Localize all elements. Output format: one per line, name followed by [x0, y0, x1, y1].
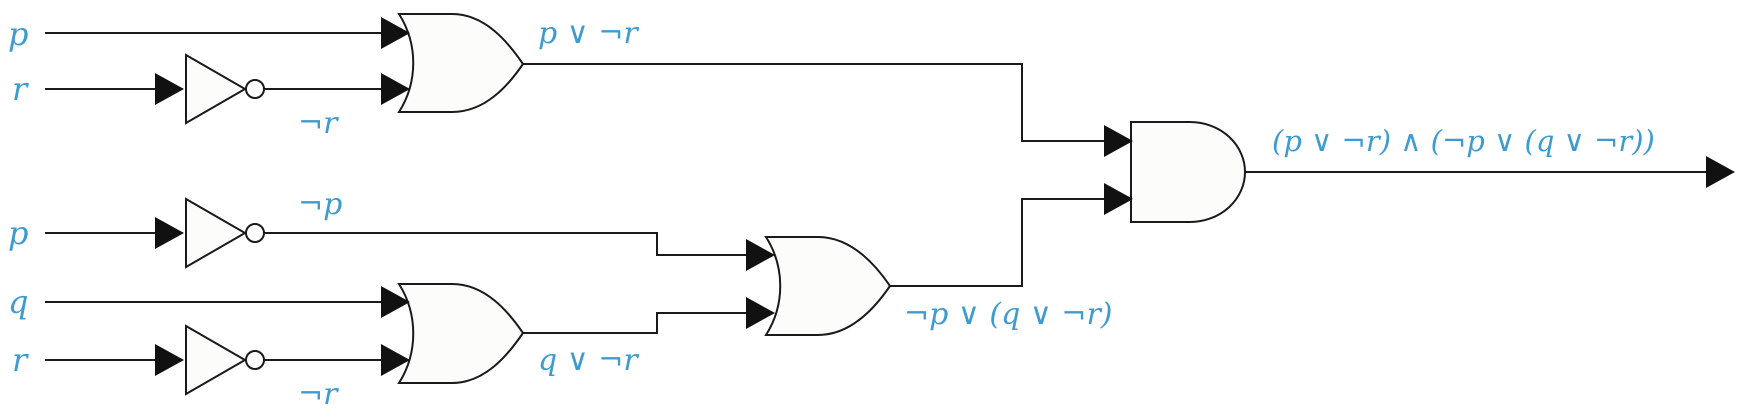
- not-bubble-r1: [245, 79, 265, 99]
- or-gate-top: [397, 13, 525, 113]
- gate-label-not-r2: ¬r: [298, 377, 339, 412]
- wire-or-top-to-and: [523, 63, 1110, 142]
- wire-not-p-to-or-middle: [264, 232, 748, 256]
- input-label-p1: p: [8, 15, 28, 53]
- gate-label-and-final: (p ∨ ¬r) ∧ (¬p ∨ (q ∨ ¬r)): [1272, 124, 1655, 158]
- gate-label-not-r1: ¬r: [298, 106, 339, 141]
- input-label-r2: r: [12, 341, 29, 379]
- gate-label-or-top: p ∨ ¬r: [538, 16, 639, 51]
- arrowhead-not-r1-in: [155, 73, 184, 105]
- arrowhead-not-r2-in: [155, 344, 184, 376]
- not-bubble-p: [245, 223, 265, 243]
- arrowhead-or-bottom-in2: [381, 344, 410, 376]
- labels: p r p q r ¬r p ∨ ¬r ¬p ¬r q ∨ ¬r ¬p ∨ (q…: [8, 15, 1655, 412]
- wire-or-middle-to-and: [890, 198, 1110, 287]
- gate-label-or-middle: ¬p ∨ (q ∨ ¬r): [904, 297, 1113, 332]
- arrowhead-not-p-in: [155, 217, 184, 249]
- gate-label-or-bottom: q ∨ ¬r: [538, 343, 639, 378]
- wires: [45, 32, 1712, 361]
- or-gate-middle: [764, 236, 892, 336]
- arrowheads: [155, 17, 1735, 376]
- and-gate-final: [1130, 121, 1246, 223]
- arrowhead-and-in1: [1104, 125, 1133, 157]
- not-gate-p: [185, 197, 248, 269]
- input-label-p2: p: [8, 214, 28, 252]
- input-label-r1: r: [12, 70, 29, 108]
- input-label-q: q: [8, 283, 28, 321]
- or-gate-bottom: [397, 283, 525, 384]
- not-bubble-r2: [245, 350, 265, 370]
- not-gate-r1: [185, 53, 248, 125]
- arrowhead-or-top-in2: [381, 73, 410, 105]
- not-gate-r2: [185, 324, 248, 396]
- arrowhead-or-middle-in2: [746, 297, 775, 329]
- arrowhead-output: [1706, 156, 1735, 188]
- wire-or-bottom-to-or-middle: [523, 312, 748, 334]
- arrowhead-or-bottom-in1: [381, 286, 410, 318]
- arrowhead-or-middle-in1: [746, 239, 775, 271]
- gate-label-not-p: ¬p: [298, 187, 342, 222]
- arrowhead-or-top-in1: [381, 17, 410, 49]
- arrowhead-and-in2: [1104, 183, 1133, 215]
- gates: [185, 13, 1246, 396]
